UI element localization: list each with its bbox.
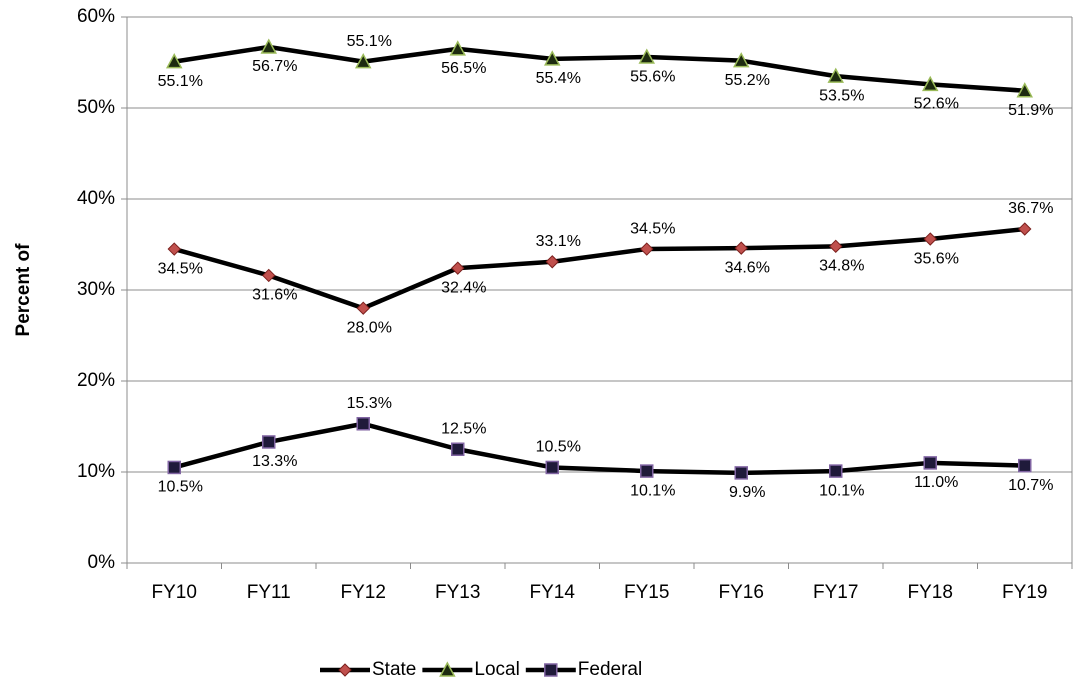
- x-tick-label: FY17: [813, 582, 858, 603]
- marker: [829, 239, 843, 254]
- marker: [451, 442, 465, 456]
- data-label: 10.1%: [630, 482, 675, 499]
- marker: [732, 52, 750, 68]
- marker: [439, 661, 456, 677]
- legend-item: Local: [422, 659, 520, 680]
- data-label: 51.9%: [1008, 102, 1053, 119]
- x-tick-label: FY15: [624, 582, 669, 603]
- data-label: 12.5%: [441, 420, 486, 437]
- data-label: 56.5%: [441, 60, 486, 77]
- marker: [167, 242, 181, 256]
- marker: [262, 435, 276, 449]
- x-tick-label: FY12: [341, 582, 386, 603]
- data-label: 55.1%: [347, 33, 392, 50]
- y-tick-label: 20%: [77, 370, 115, 391]
- legend-label: Federal: [578, 659, 642, 680]
- data-label: 56.7%: [252, 58, 297, 75]
- data-label: 55.2%: [725, 72, 770, 89]
- series-line: [173, 421, 1025, 476]
- data-label: 31.6%: [252, 287, 297, 304]
- marker: [449, 40, 467, 56]
- marker: [923, 232, 937, 246]
- y-tick-label: 30%: [77, 279, 115, 300]
- legend-label: Local: [474, 659, 519, 680]
- marker: [545, 460, 559, 475]
- data-label: 33.1%: [536, 233, 581, 250]
- marker: [543, 50, 561, 66]
- data-label: 10.5%: [536, 439, 581, 456]
- data-label: 15.3%: [347, 395, 392, 412]
- x-tick-label: FY10: [152, 582, 197, 603]
- data-label: 10.1%: [819, 482, 864, 499]
- marker: [734, 241, 748, 255]
- series-line: [173, 44, 1025, 93]
- data-label: 34.5%: [630, 220, 675, 237]
- data-label: 52.6%: [914, 96, 959, 113]
- data-label: 9.9%: [729, 484, 765, 501]
- marker: [262, 268, 276, 283]
- data-label: 34.5%: [158, 260, 203, 277]
- marker: [640, 242, 654, 256]
- marker: [451, 261, 465, 275]
- data-label: 13.3%: [252, 453, 297, 470]
- x-tick-label: FY13: [435, 582, 480, 603]
- marker: [638, 48, 656, 64]
- marker: [544, 663, 558, 677]
- y-axis-label: Percent of: [13, 243, 34, 337]
- y-tick-label: 60%: [77, 6, 115, 27]
- data-label: 55.4%: [536, 70, 581, 87]
- x-tick-label: FY16: [719, 582, 764, 603]
- legend-item: Federal: [525, 659, 642, 680]
- marker: [260, 38, 278, 54]
- y-tick-label: 40%: [77, 188, 115, 209]
- marker: [1018, 458, 1032, 473]
- marker: [167, 460, 181, 475]
- data-label: 55.1%: [158, 73, 203, 90]
- marker: [829, 464, 843, 478]
- marker: [545, 255, 559, 269]
- x-tick-label: FY11: [247, 582, 291, 603]
- data-label: 34.6%: [725, 259, 770, 276]
- x-tick-label: FY18: [908, 582, 953, 603]
- marker: [734, 466, 748, 480]
- marker: [356, 417, 370, 431]
- data-label: 28.0%: [347, 319, 392, 336]
- marker: [354, 53, 372, 69]
- data-label: 36.7%: [1008, 200, 1053, 217]
- marker: [1018, 222, 1032, 236]
- data-label: 32.4%: [441, 279, 486, 296]
- marker: [338, 663, 352, 677]
- x-tick-label: FY14: [530, 582, 576, 603]
- data-label: 10.7%: [1008, 477, 1053, 494]
- data-label: 53.5%: [819, 87, 864, 104]
- data-label: 34.8%: [819, 258, 864, 275]
- legend-label: State: [372, 659, 416, 680]
- marker: [923, 456, 937, 470]
- y-tick-label: 50%: [77, 97, 115, 118]
- y-tick-label: 0%: [88, 552, 116, 573]
- marker: [165, 53, 183, 69]
- data-label: 55.6%: [630, 68, 675, 85]
- legend-item: State: [320, 659, 416, 680]
- y-tick-label: 10%: [77, 461, 115, 482]
- marker: [356, 301, 370, 315]
- data-label: 35.6%: [914, 250, 959, 267]
- marker: [640, 464, 654, 478]
- series-line: [173, 226, 1025, 311]
- marker: [827, 67, 845, 83]
- data-label: 10.5%: [158, 479, 203, 496]
- marker: [921, 75, 939, 92]
- marker: [1016, 82, 1034, 98]
- x-tick-label: FY19: [1002, 582, 1047, 603]
- data-label: 11.0%: [914, 474, 958, 491]
